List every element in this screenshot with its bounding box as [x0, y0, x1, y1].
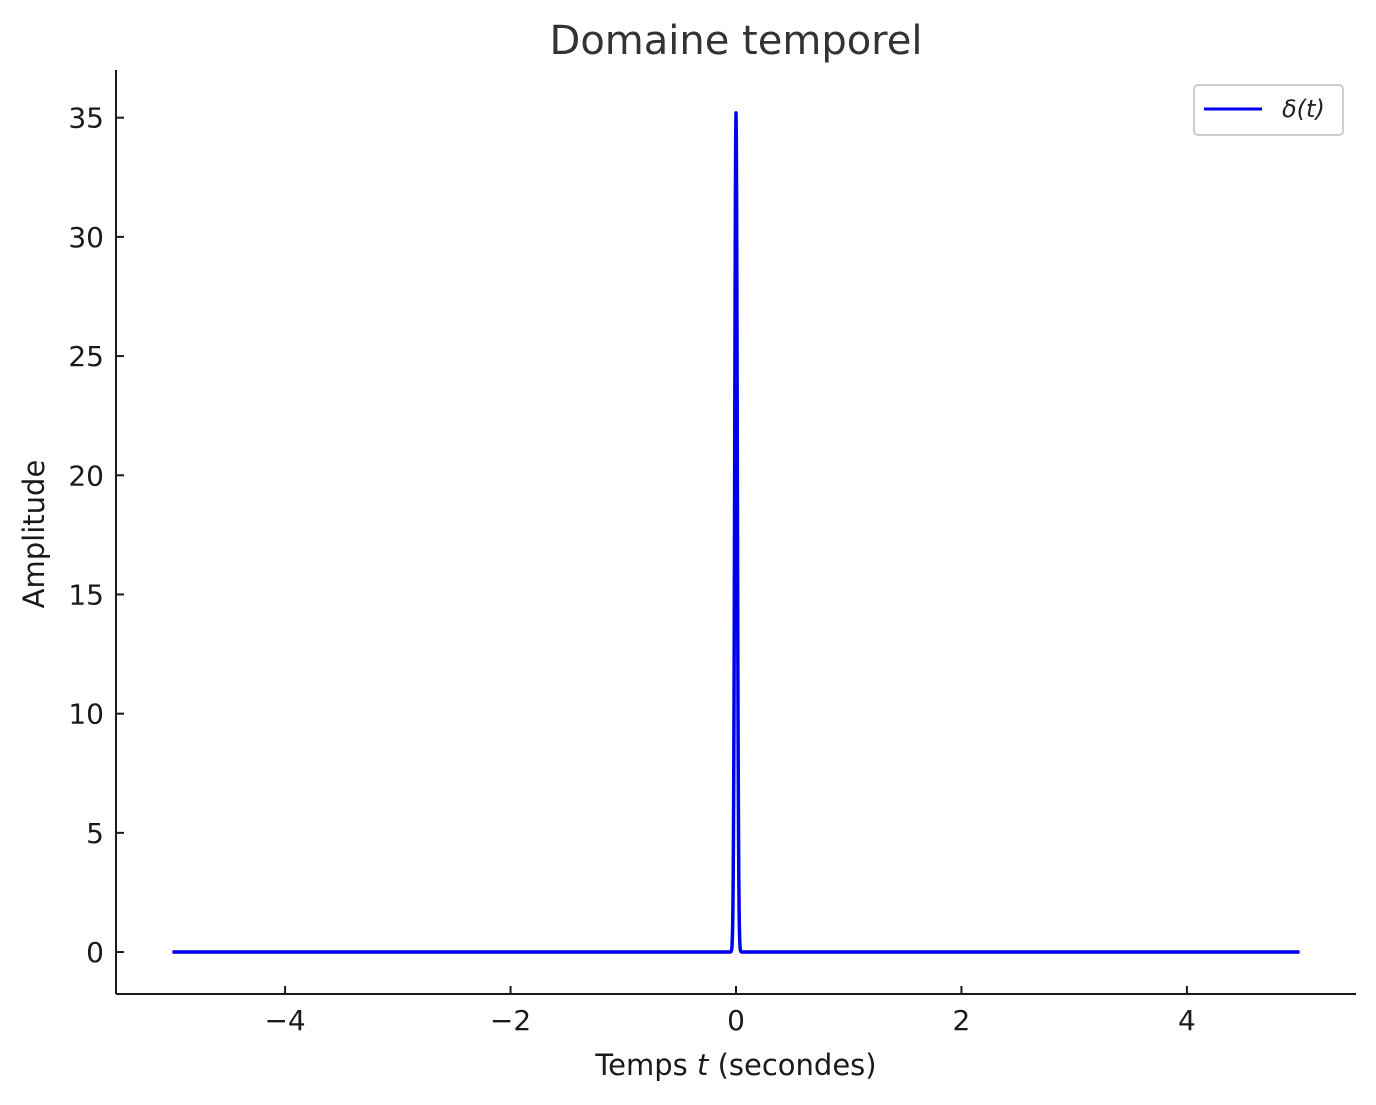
x-tick-label: 2 — [953, 1004, 971, 1037]
y-tick-label: 30 — [68, 221, 104, 254]
y-ticks: 0 5 10 15 20 25 30 35 — [68, 102, 124, 969]
y-axis-label: Amplitude — [17, 460, 51, 609]
legend-label: δ(t) — [1282, 95, 1325, 123]
y-tick-label: 5 — [86, 817, 104, 850]
x-axis-label-prefix: Temps — [594, 1048, 697, 1082]
y-tick-label: 20 — [68, 459, 104, 492]
x-tick-label: −4 — [264, 1004, 305, 1037]
y-tick-label: 15 — [68, 578, 104, 611]
x-axis-label-suffix: (secondes) — [708, 1048, 876, 1082]
series-line-delta — [170, 111, 1302, 954]
x-ticks: −4 −2 0 2 4 — [264, 986, 1196, 1037]
x-tick-label: −2 — [490, 1004, 531, 1037]
y-tick-label: 0 — [86, 936, 104, 969]
y-tick-label: 35 — [68, 102, 104, 135]
x-tick-label: 0 — [727, 1004, 745, 1037]
x-axis-label: Temps t (secondes) — [594, 1048, 876, 1082]
y-tick-label: 25 — [68, 340, 104, 373]
x-tick-label: 4 — [1178, 1004, 1196, 1037]
legend: δ(t) — [1193, 84, 1344, 136]
legend-box — [1193, 84, 1344, 136]
x-axis-label-variable: t — [697, 1048, 710, 1082]
y-tick-label: 10 — [68, 698, 104, 731]
chart-title: Domaine temporel — [550, 18, 923, 64]
plot-area — [170, 111, 1302, 954]
